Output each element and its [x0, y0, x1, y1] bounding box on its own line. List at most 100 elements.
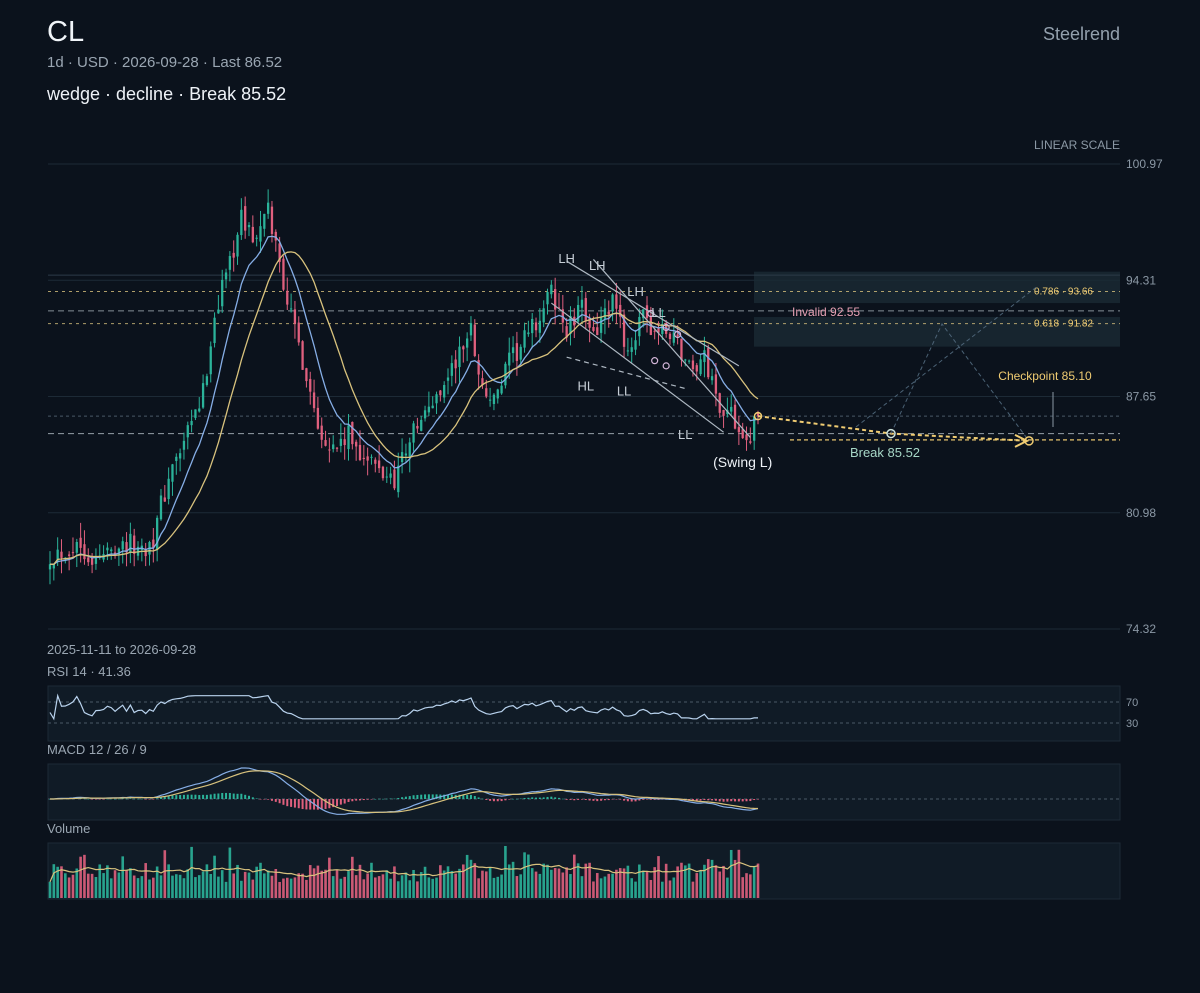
- candle: [496, 389, 499, 399]
- candle: [584, 298, 587, 322]
- candle: [534, 322, 538, 331]
- candle: [450, 363, 453, 376]
- candle: [546, 292, 549, 305]
- volume-bar: [580, 876, 584, 898]
- candle: [615, 294, 618, 309]
- candle: [159, 495, 163, 520]
- macd-hist-bar: [450, 794, 453, 799]
- volume-bar: [343, 876, 346, 898]
- candle: [653, 330, 656, 332]
- candle: [531, 318, 534, 334]
- candle: [680, 338, 683, 360]
- candle: [416, 425, 419, 429]
- macd-hist-bar: [102, 799, 105, 800]
- candle: [178, 453, 182, 459]
- candle: [753, 416, 756, 441]
- candle: [561, 309, 564, 323]
- volume-bar: [676, 866, 679, 898]
- macd-hist-bar: [722, 799, 725, 802]
- volume-bar: [201, 871, 205, 898]
- candle: [423, 410, 427, 419]
- macd-hist-bar: [366, 799, 369, 800]
- macd-hist-bar: [546, 796, 549, 799]
- fib-zone: [754, 317, 1120, 347]
- volume-bar: [607, 873, 611, 898]
- candle: [730, 406, 733, 412]
- macd-hist-bar: [699, 799, 702, 801]
- break-marker: [886, 428, 896, 439]
- macd-hist-bar: [171, 795, 174, 799]
- volume-bar: [362, 879, 366, 898]
- volume-bar: [94, 877, 98, 898]
- macd-hist-bar: [519, 798, 522, 800]
- fib-618-label: 0.618 · 91.82: [1034, 319, 1093, 330]
- candle: [439, 390, 442, 396]
- volume-bar: [236, 864, 239, 898]
- volume-bar: [706, 859, 710, 898]
- macd-hist-bar: [657, 799, 660, 800]
- volume-bar: [393, 866, 396, 898]
- volume-bar: [733, 859, 737, 898]
- candle: [397, 465, 400, 493]
- macd-hist-bar: [523, 798, 526, 799]
- macd-hist-bar: [473, 796, 476, 799]
- volume-bar: [274, 869, 278, 898]
- candle: [289, 308, 293, 310]
- candle: [596, 327, 599, 336]
- candle: [75, 541, 78, 553]
- macd-hist-bar: [133, 798, 136, 800]
- candle: [741, 429, 744, 439]
- volume-bar: [75, 868, 79, 898]
- candle: [676, 334, 679, 337]
- macd-hist-bar: [512, 798, 515, 800]
- macd-hist-bar: [580, 799, 583, 800]
- macd-hist-bar: [435, 794, 438, 799]
- volume-bar: [680, 862, 683, 898]
- candle: [687, 360, 691, 362]
- volume-bar: [209, 874, 213, 898]
- macd-hist-bar: [190, 794, 193, 799]
- volume-bar: [527, 854, 530, 898]
- macd-hist-bar: [320, 799, 323, 810]
- volume-bar: [324, 869, 327, 898]
- macd-hist-bar: [137, 798, 140, 800]
- candle: [90, 557, 94, 565]
- macd-hist-bar: [179, 794, 182, 799]
- candle: [756, 413, 760, 417]
- volume-bar: [266, 870, 270, 898]
- volume-bar: [488, 867, 492, 898]
- volume-bar: [507, 864, 511, 898]
- macd-hist-bar: [401, 797, 404, 799]
- macd-hist-bar: [542, 797, 545, 799]
- volume-bar: [561, 872, 565, 898]
- volume-bar: [167, 864, 170, 898]
- macd-hist-bar: [707, 799, 710, 801]
- candle: [377, 460, 381, 469]
- candle: [182, 440, 186, 450]
- macd-hist-bar: [117, 798, 120, 800]
- volume-bar: [496, 876, 500, 898]
- macd-hist-bar: [515, 798, 518, 800]
- candle: [335, 447, 339, 449]
- macd-hist-bar: [324, 799, 327, 809]
- candle: [201, 383, 205, 408]
- volume-bar: [224, 881, 228, 898]
- rsi-line: [49, 693, 758, 721]
- candle: [94, 556, 98, 564]
- candle: [52, 564, 55, 569]
- macd-hist-bar: [730, 799, 733, 802]
- macd-hist-bar: [416, 794, 419, 799]
- volume-bar: [427, 877, 431, 898]
- volume-bar: [691, 881, 695, 898]
- invalid-label: Invalid 92.55: [792, 305, 860, 319]
- volume-bar: [83, 854, 86, 898]
- macd-hist-bar: [569, 799, 572, 800]
- candle: [87, 557, 90, 563]
- candle: [309, 378, 312, 392]
- volume-bar: [373, 877, 377, 898]
- candle: [156, 517, 159, 550]
- volume-bar: [416, 881, 419, 898]
- candle: [213, 317, 216, 344]
- candle: [255, 237, 258, 239]
- macd-hist-bar: [282, 799, 285, 805]
